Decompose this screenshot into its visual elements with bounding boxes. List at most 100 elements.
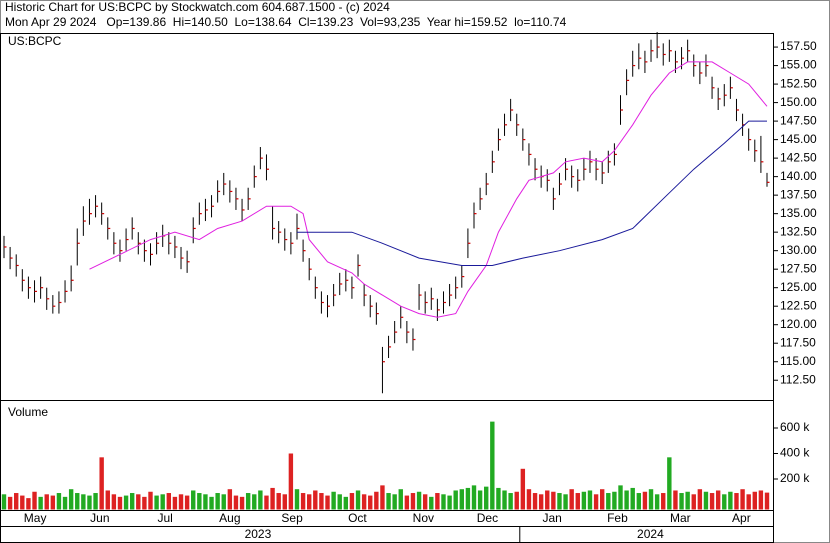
x-tick-label: Jan — [542, 511, 561, 525]
y-tick-label: 600 k — [780, 420, 810, 434]
volume-bar — [734, 493, 739, 510]
volume-bar — [87, 495, 92, 510]
volume-bar — [282, 494, 287, 510]
volume-bar — [50, 495, 56, 510]
volume-bar — [343, 496, 349, 510]
volume-bar — [630, 487, 635, 510]
volume-bar — [221, 494, 226, 510]
header-quote: Mon Apr 29 2024 Op=139.86 Hi=140.50 Lo=1… — [5, 15, 567, 29]
volume-bar — [532, 493, 538, 510]
volume-bar — [325, 495, 330, 510]
price-label: US:BCPC — [8, 34, 62, 48]
volume-bar — [14, 493, 19, 510]
y-tick-label: 150.00 — [780, 95, 817, 109]
volume-bar — [398, 489, 403, 510]
volume-bar — [612, 491, 617, 510]
volume-bar — [557, 493, 562, 510]
volume-bar — [526, 489, 532, 510]
volume-bar — [459, 489, 464, 510]
y-tick-label: 127.50 — [780, 261, 817, 275]
volume-bar — [673, 490, 678, 510]
volume-bar — [703, 491, 709, 510]
volume-bar — [160, 494, 165, 510]
volume-bar — [752, 491, 757, 510]
volume-bar — [575, 493, 580, 510]
volume-bar — [715, 490, 721, 510]
volume-bar — [618, 485, 623, 510]
y-tick-label: 200 k — [780, 471, 810, 485]
volume-bar — [154, 495, 159, 510]
volume-bar — [245, 493, 251, 510]
volume-bar — [453, 490, 458, 510]
volume-bar — [581, 491, 587, 510]
volume-bar — [355, 490, 361, 510]
volume-bar — [661, 493, 666, 510]
volume-bar — [380, 485, 385, 510]
volume-bar — [465, 487, 471, 510]
y-tick-label: 142.50 — [780, 150, 817, 164]
y-tick-label: 155.00 — [780, 58, 817, 72]
volume-bar — [563, 494, 568, 510]
volume-bar — [215, 493, 220, 510]
x-tick-label: Oct — [348, 511, 367, 525]
volume-bar — [105, 490, 110, 510]
volume-bar — [123, 495, 129, 510]
volume-bar — [166, 493, 172, 510]
volume-bar — [300, 493, 306, 510]
volume-bar — [62, 496, 68, 510]
moving-average — [89, 61, 768, 318]
volume-bar — [508, 493, 513, 510]
y-tick-label: 120.00 — [780, 317, 817, 331]
volume-bar — [93, 493, 98, 510]
volume-bar — [520, 468, 526, 510]
x-tick-label: Dec — [477, 511, 498, 525]
volume-bar — [331, 491, 336, 510]
volume-bar — [569, 489, 574, 510]
volume-bar — [697, 489, 703, 510]
x-tick-label: Jul — [157, 511, 172, 525]
volume-bar — [148, 491, 153, 510]
volume-bar — [435, 493, 440, 510]
volume-bar — [551, 491, 556, 510]
volume-bar — [746, 494, 751, 510]
x-tick-label: Aug — [219, 511, 240, 525]
y-tick-label: 152.50 — [780, 76, 817, 90]
volume-bar — [416, 491, 422, 510]
volume-bar — [502, 490, 507, 510]
y-tick-label: 132.50 — [780, 224, 817, 238]
volume-bar — [447, 495, 452, 510]
volume-bar — [313, 490, 318, 510]
volume-bar — [209, 496, 214, 510]
volume-bar — [337, 494, 342, 510]
volume-bar — [679, 493, 684, 510]
volume-bar — [75, 493, 80, 510]
y-tick-label: 112.50 — [780, 372, 816, 386]
volume-bar — [422, 494, 428, 510]
x-tick-label: Nov — [413, 511, 434, 525]
x-tick-label: May — [24, 511, 47, 525]
moving-average — [297, 120, 767, 266]
volume-bar — [599, 489, 605, 510]
volume-bar — [227, 489, 233, 510]
volume-bar — [709, 493, 715, 510]
volume-bar — [142, 496, 147, 510]
volume-bar — [294, 489, 300, 510]
volume-bar — [252, 494, 257, 510]
volume-bar — [374, 491, 379, 510]
volume-bar — [404, 495, 410, 510]
volume-bar — [587, 490, 593, 510]
x-tick-label: Sep — [281, 511, 303, 525]
x-tick-label: Jun — [90, 511, 109, 525]
volume-bar — [593, 494, 599, 510]
volume-bar — [636, 493, 642, 510]
y-tick-label: 117.50 — [780, 335, 816, 349]
volume-bar — [349, 493, 355, 510]
volume-bar — [191, 490, 196, 510]
y-tick-label: 122.50 — [780, 298, 817, 312]
volume-bar — [68, 489, 74, 510]
volume-bar — [184, 495, 190, 510]
volume-bar — [368, 495, 373, 510]
volume-bar — [32, 491, 37, 510]
volume-bar — [691, 494, 696, 510]
volume-bar — [258, 490, 263, 510]
